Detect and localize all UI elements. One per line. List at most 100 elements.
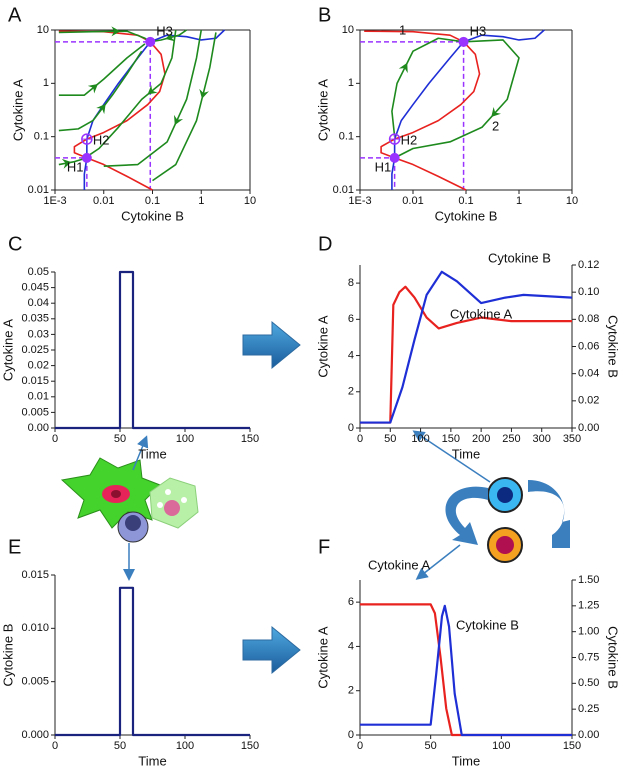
y-tick-label: 1 <box>43 77 49 89</box>
arrowhead <box>61 158 72 169</box>
series-name: Cytokine B <box>488 250 551 265</box>
series-line <box>152 32 217 182</box>
x-tick-label: 350 <box>563 433 581 445</box>
series-label: 1 <box>399 23 406 38</box>
panel-label: B <box>318 4 331 26</box>
point-label: H3 <box>156 23 173 38</box>
x-tick-label: 50 <box>114 740 126 752</box>
point-label: H2 <box>401 133 418 148</box>
x-tick-label: 0 <box>52 433 58 445</box>
y-tick-label: 0.035 <box>21 313 49 325</box>
y2-tick-label: 1.25 <box>578 600 599 612</box>
x-tick-label: 150 <box>563 740 581 752</box>
point-label: H2 <box>93 133 110 148</box>
y2-tick-label: 0.00 <box>578 729 599 741</box>
y2-tick-label: 0.04 <box>578 368 599 380</box>
x-tick-label: 100 <box>176 433 194 445</box>
y-tick-label: 0.01 <box>28 184 49 196</box>
y-axis-label: Cytokine A <box>315 79 330 141</box>
y2-tick-label: 1.00 <box>578 626 599 638</box>
x-tick-label: 200 <box>472 433 490 445</box>
x-tick-label: 10 <box>244 195 256 207</box>
y2-tick-label: 0.25 <box>578 703 599 715</box>
x-tick-label: 100 <box>492 740 510 752</box>
point-label: H1 <box>375 159 392 174</box>
arrowhead <box>96 103 106 115</box>
arrowhead <box>87 83 98 94</box>
arrowhead <box>147 84 158 95</box>
series-line <box>364 30 481 191</box>
arrowhead <box>173 114 184 126</box>
x-tick-label: 0.1 <box>458 195 473 207</box>
panel-label: A <box>8 4 22 26</box>
link-arrow <box>415 544 461 580</box>
arrowhead <box>491 107 501 118</box>
x-tick-label: 100 <box>176 740 194 752</box>
y-axis-label: Cytokine A <box>315 315 330 377</box>
y-axis-label: Cytokine A <box>315 626 330 688</box>
x-axis-label: Time <box>138 446 166 461</box>
point-cross <box>389 134 400 145</box>
x-axis-label: Time <box>452 753 480 768</box>
link-arrow <box>132 435 149 471</box>
big-arrow <box>242 320 301 370</box>
series-name: Cytokine A <box>450 306 512 321</box>
y-tick-label: 1 <box>348 77 354 89</box>
y-tick-label: 0 <box>348 422 354 434</box>
x-tick-label: 1E-3 <box>348 195 371 207</box>
x-tick-label: 50 <box>425 740 437 752</box>
y2-tick-label: 0.00 <box>578 422 599 434</box>
y-tick-label: 4 <box>348 640 354 652</box>
x-tick-label: 1E-3 <box>43 195 66 207</box>
series-name: Cytokine A <box>368 557 430 572</box>
x-tick-label: 1 <box>516 195 522 207</box>
x-tick-label: 10 <box>566 195 578 207</box>
y-axis-label: Cytokine A <box>0 319 15 381</box>
y-tick-label: 10 <box>37 24 49 36</box>
y-tick-label: 4 <box>348 349 354 361</box>
x-tick-label: 50 <box>114 433 126 445</box>
y2-tick-label: 1.50 <box>578 574 599 586</box>
x-tick-label: 100 <box>411 433 429 445</box>
big-arrow <box>242 625 301 675</box>
y-axis-label: Cytokine A <box>10 79 25 141</box>
series-name: Cytokine B <box>456 617 519 632</box>
x-tick-label: 50 <box>384 433 396 445</box>
arrowhead <box>165 31 176 42</box>
point <box>145 36 156 47</box>
series-line <box>360 270 573 424</box>
series-line <box>360 603 572 737</box>
x-tick-label: 0 <box>357 433 363 445</box>
x-tick-label: 300 <box>533 433 551 445</box>
y-tick-label: 2 <box>348 685 354 697</box>
panel-label: F <box>318 536 330 558</box>
link-arrow <box>412 430 491 483</box>
x-tick-label: 0 <box>52 740 58 752</box>
x-axis-label: Time <box>138 753 166 768</box>
y-tick-label: 0.005 <box>21 676 49 688</box>
y-tick-label: 0.015 <box>21 375 49 387</box>
point <box>81 152 92 163</box>
x-tick-label: 150 <box>241 740 259 752</box>
y-tick-label: 6 <box>348 313 354 325</box>
arrowhead <box>398 62 408 74</box>
point-cross <box>81 134 92 145</box>
y2-tick-label: 0.06 <box>578 340 599 352</box>
y-tick-label: 0.05 <box>28 266 49 278</box>
series-line <box>58 30 151 43</box>
point <box>458 36 469 47</box>
series-line <box>55 270 250 430</box>
y-tick-label: 0.000 <box>21 729 49 741</box>
series-line <box>391 37 464 137</box>
y2-axis-label: Cytokine B <box>606 315 621 378</box>
y-tick-label: 8 <box>348 277 354 289</box>
y-tick-label: 0.015 <box>21 569 49 581</box>
arrowhead <box>111 26 121 37</box>
x-tick-label: 0.01 <box>93 195 114 207</box>
arrowhead <box>199 88 209 99</box>
x-tick-label: 250 <box>502 433 520 445</box>
point <box>389 152 400 163</box>
y-tick-label: 10 <box>342 24 354 36</box>
y2-tick-label: 0.12 <box>578 259 599 271</box>
